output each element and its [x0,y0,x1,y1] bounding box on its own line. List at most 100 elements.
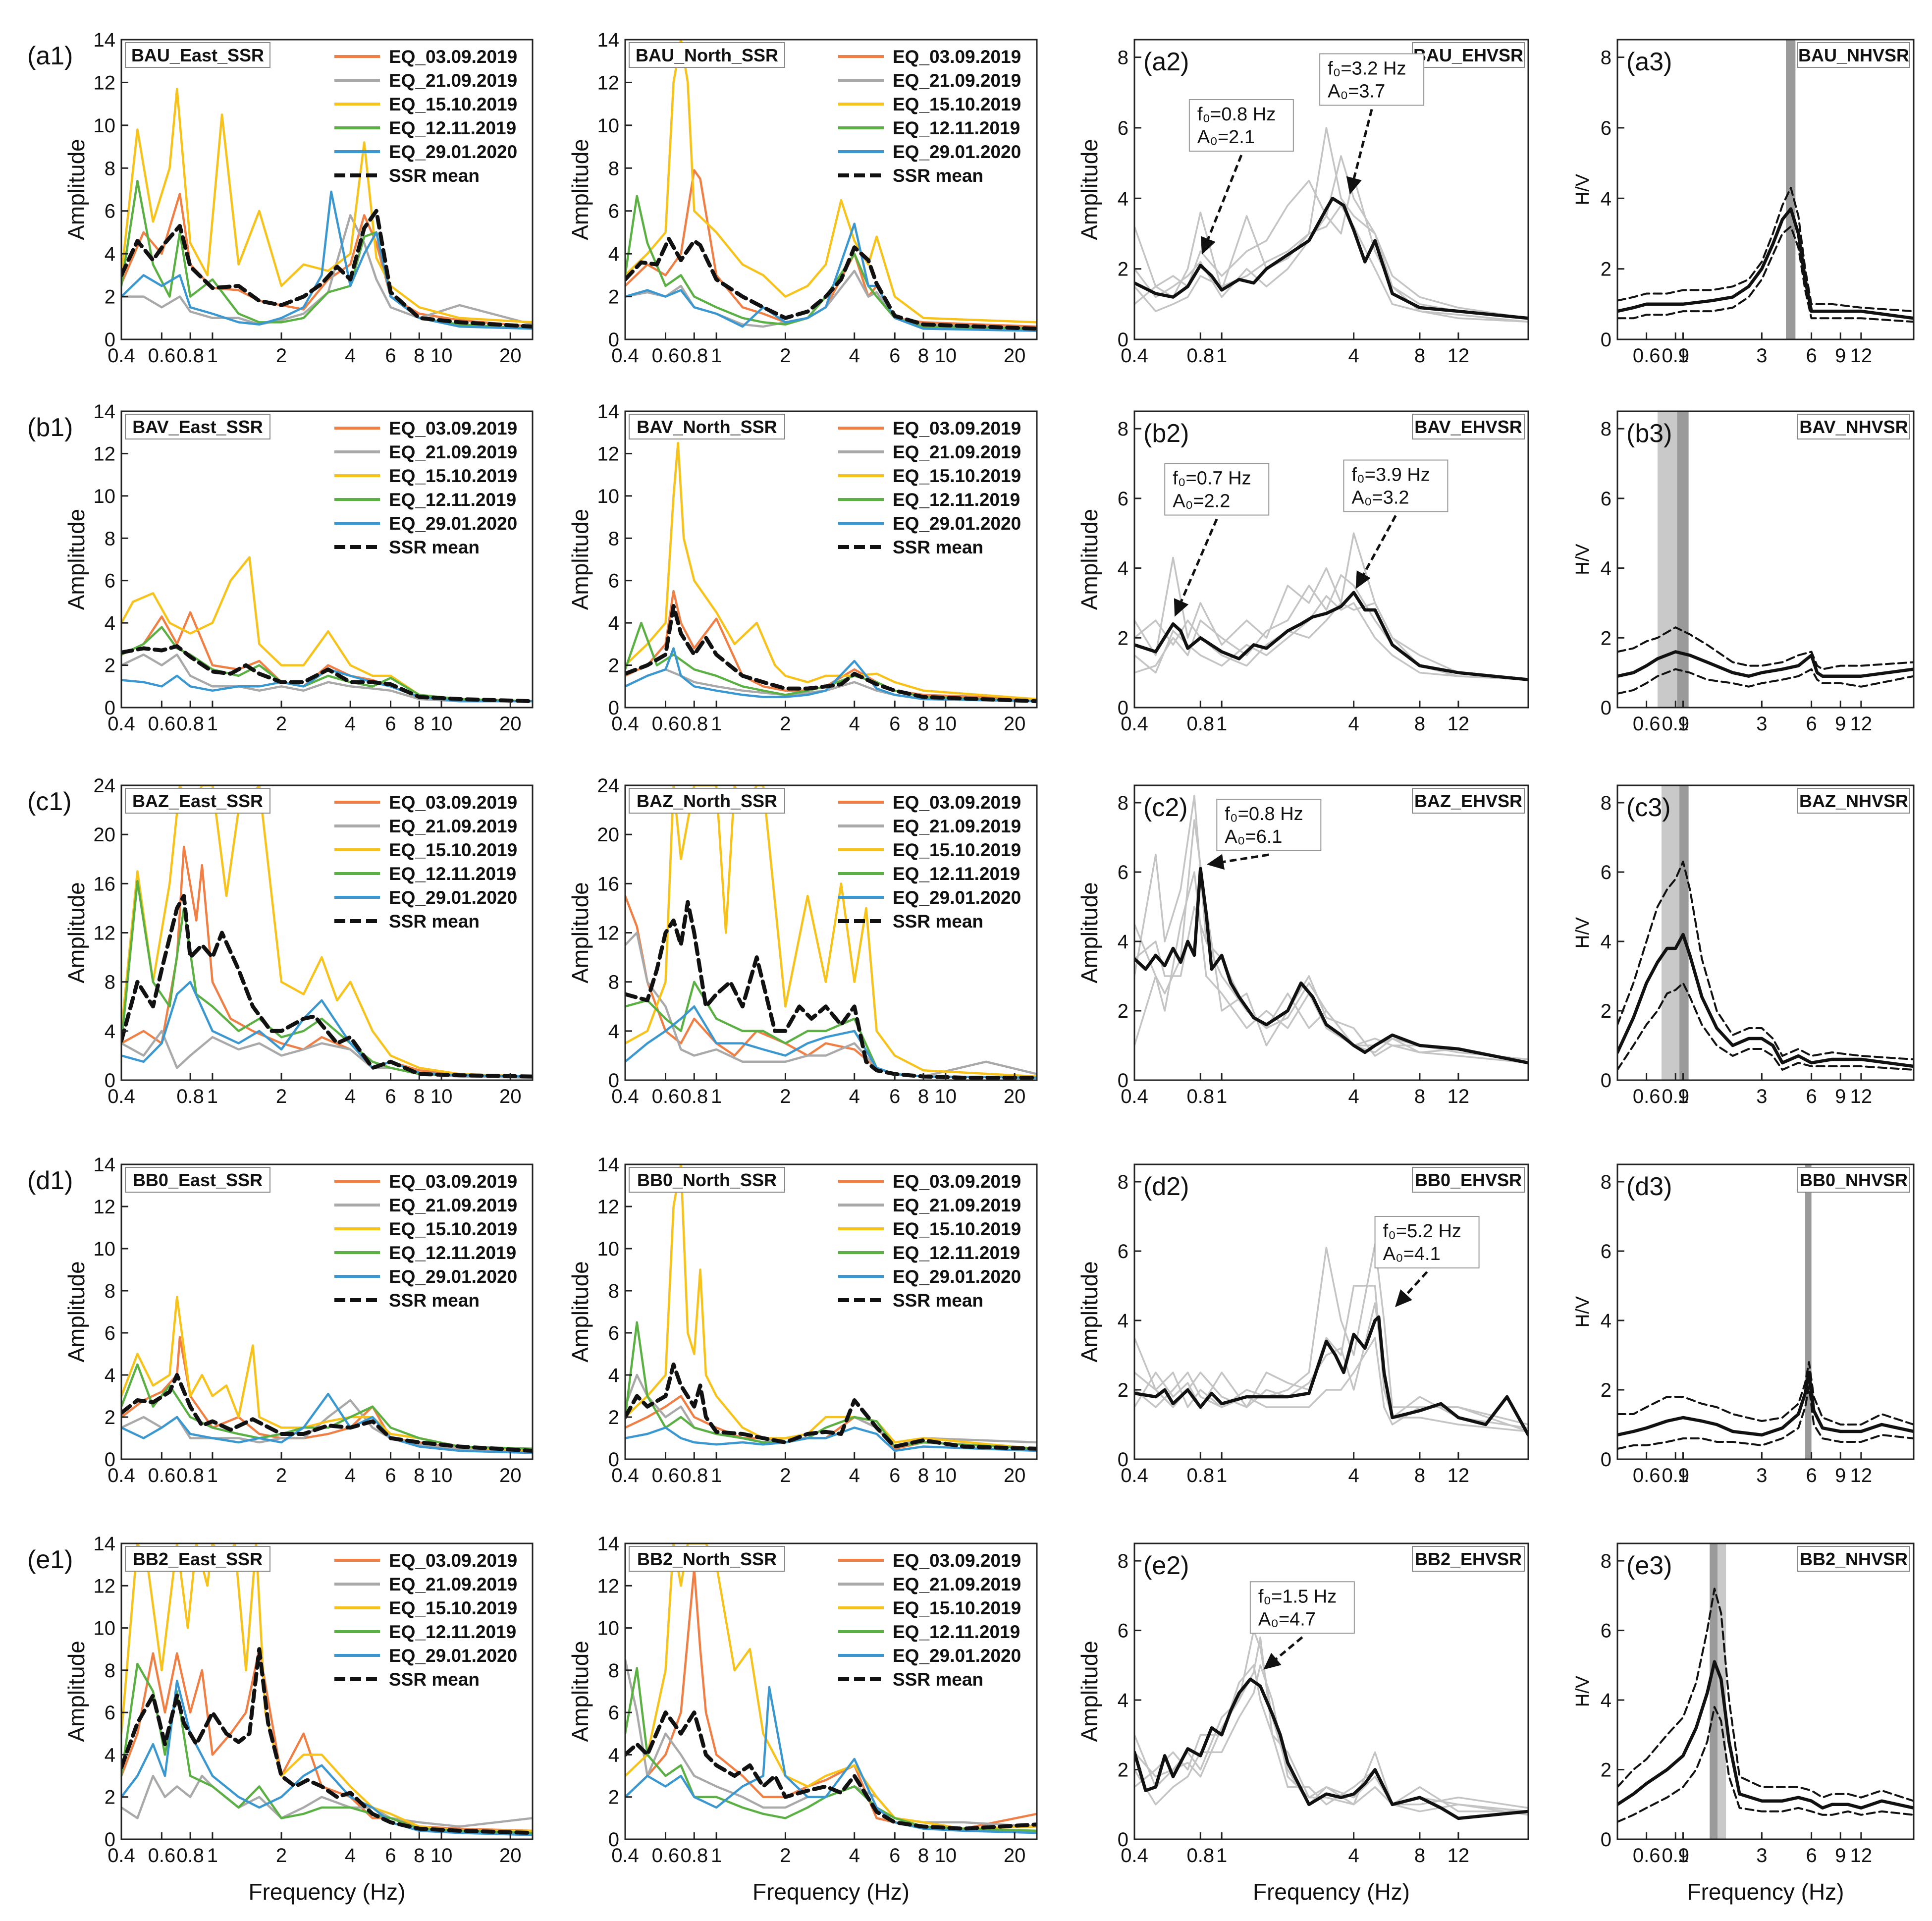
title-box [1797,414,1910,439]
series-line-eq4 [625,195,1037,330]
x-tick-label: 0.6 [1633,1845,1661,1866]
y-tick-label: 2 [105,655,115,677]
y-tick-label: 8 [608,1280,619,1302]
title-box [629,414,785,439]
annotation-arrowhead [1355,570,1371,589]
series-line-mean_solid [1134,1677,1528,1820]
chart-panel-e1: 0.4 0.6 0.8 1 2 4 6 8 10 2002468101214AmplitudeBB… [27,1533,534,1905]
series-line-mean [121,1373,533,1453]
y-tick-label: 2 [1118,627,1128,649]
y-axis-label: Amplitude [1076,1261,1102,1363]
title-box [1797,788,1910,814]
legend-entry: SSR mean [893,165,983,186]
y-tick-label: 6 [1601,1241,1611,1262]
y-tick-label: 2 [105,286,115,308]
legend-entry: EQ_12.11.2019 [389,864,516,884]
y-tick-label: 0 [608,697,619,719]
y-tick-label: 12 [94,443,116,465]
legend-entry: EQ_03.09.2019 [389,1171,517,1192]
annotation-box [1188,99,1294,152]
x-tick-label: 20 [499,1465,522,1486]
y-tick-label: 0 [608,329,619,351]
plot-area [625,1164,1037,1459]
y-tick-label: 4 [1118,188,1128,210]
y-tick-label: 8 [105,972,115,993]
x-tick-label: 9 [1835,1845,1846,1866]
y-tick-label: 10 [94,115,116,137]
legend-entry: EQ_21.09.2019 [893,1574,1021,1594]
y-tick-label: 8 [1601,1550,1611,1572]
x-tick-label: 1 [1216,1465,1227,1486]
x-tick-label: 0.6 [148,1465,176,1486]
series-line-dash [1617,982,1914,1071]
y-tick-label: 2 [1601,627,1611,649]
y-tick-label: 14 [597,29,620,51]
x-tick-label: 8 [414,345,425,367]
x-tick-label: 6 [889,1086,900,1107]
y-axis-label: H/V [1572,917,1593,948]
y-tick-label: 6 [105,570,115,592]
x-tick-label: 6 [1806,1086,1817,1107]
x-tick-label: 2 [780,1845,791,1866]
y-tick-label: 16 [597,873,620,895]
title-box [125,1167,270,1193]
legend-entry: SSR mean [893,911,983,932]
panel-label: (c3) [1626,793,1671,822]
x-tick-label: 12 [1448,713,1470,735]
plot-area [1617,1164,1914,1459]
series-line-mean [121,209,533,329]
x-tick-label: 6 [889,1845,900,1866]
series-line-mean [625,1362,1037,1451]
series-line-dash [1617,668,1914,695]
x-tick-label: 20 [1004,345,1026,367]
x-tick-label: 6 [385,1845,396,1866]
plot-frame [1133,1163,1529,1460]
x-tick-label: 12 [1850,1086,1873,1107]
y-axis-label: H/V [1572,544,1593,575]
chart-panel-b1n: 0.4 0.6 0.8 1 2 4 6 8 10 2002468101214AmplitudeBA… [567,401,1038,735]
x-tick-label: 12 [1448,1465,1470,1486]
x-tick-label: 6 [385,713,396,735]
x-axis-label: Frequency (Hz) [249,1879,406,1905]
annotation-amplitude: A₀=2.1 [1197,127,1255,148]
chart-panel-a1: 0.4 0.6 0.8 1 2 4 6 8 10 2002468101214AmplitudeBA… [27,29,534,367]
y-tick-label: 4 [105,1365,115,1386]
legend-entry: EQ_21.09.2019 [389,442,517,462]
y-tick-label: 12 [94,1196,116,1218]
series-line-mean_solid [1617,207,1914,320]
series-line-hv_ind [1134,906,1528,1060]
panel-title: BAV_EHVSR [1414,417,1522,437]
series-line-mean [625,900,1037,1080]
series-line-dash [1617,1588,1914,1802]
x-tick-label: 0.8 [1186,713,1214,735]
x-tick-label: 10 [430,1465,453,1486]
series-line-eq3 [625,441,1037,701]
annotation-arrowhead [1263,1652,1282,1670]
legend-entry: EQ_21.09.2019 [389,70,517,91]
x-tick-label: 1 [1677,1465,1688,1486]
annotation-amplitude: A₀=4.7 [1258,1609,1316,1630]
x-tick-label: 8 [1414,1845,1425,1866]
y-tick-label: 2 [608,1407,619,1428]
series-group [625,40,1037,332]
x-tick-label: 8 [414,1086,425,1107]
x-tick-label: 8 [918,1086,929,1107]
plot-frame [1133,410,1529,709]
x-tick-label: 0.4 [611,1465,639,1486]
x-tick-label: 1 [711,713,722,735]
legend-entry: EQ_29.01.2020 [389,1266,517,1287]
title-box [1412,414,1525,439]
y-tick-label: 4 [105,243,115,265]
annotation-amplitude: A₀=3.2 [1351,487,1409,508]
y-tick-label: 0 [105,1070,115,1092]
legend-entry: EQ_12.11.2019 [893,490,1020,510]
chart-panel-d2: 0.4 0.8 1 4 8 12 0 2 4 6 8 Amplitude BB0_EHVSR (d2) f₀… [1076,1163,1529,1486]
x-tick-label: 0.8 [176,1845,204,1866]
frequency-band [1657,411,1677,708]
x-tick-label: 12 [1850,1465,1873,1486]
x-tick-label: 2 [780,345,791,367]
y-tick-label: 2 [1118,1000,1128,1022]
x-tick-label: 4 [345,1086,356,1107]
